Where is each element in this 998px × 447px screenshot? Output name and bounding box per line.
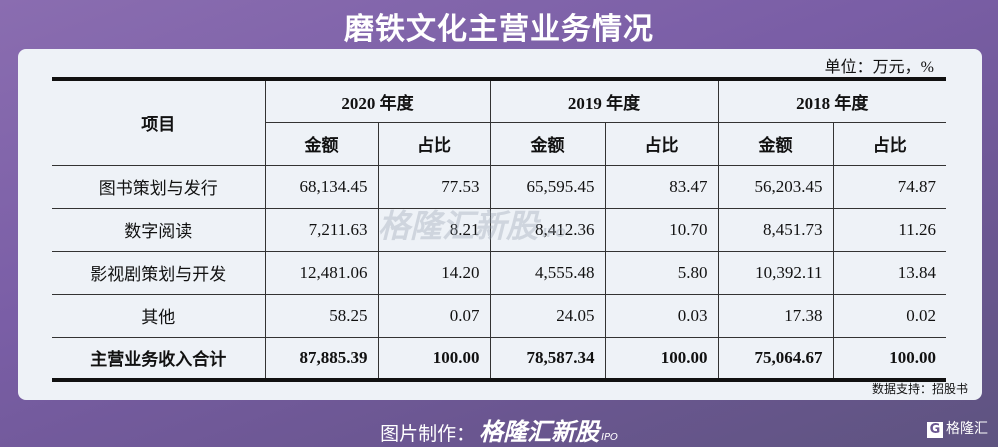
share-cell: 100.00 [604, 336, 719, 381]
share-cell: 13.84 [832, 250, 946, 295]
share-cell: 0.02 [832, 293, 946, 338]
share-cell: 83.47 [604, 164, 719, 209]
table-row: 图书策划与发行 68,134.45 77.53 65,595.45 83.47 56,20… [52, 164, 946, 209]
share-cell: 14.20 [377, 250, 491, 295]
row-label: 主营业务收入合计 [52, 336, 266, 381]
year-header: 2020 年度 [264, 78, 491, 123]
share-header: 占比 [832, 121, 946, 166]
footer-label: 图片制作： [380, 423, 476, 445]
amount-cell: 78,587.34 [489, 336, 606, 381]
year-header: 2018 年度 [717, 78, 946, 123]
amount-cell: 17.38 [717, 293, 834, 338]
amount-cell: 12,481.06 [264, 250, 379, 295]
share-cell: 100.00 [377, 336, 491, 381]
share-cell: 8.21 [377, 207, 491, 252]
table-card: 单位：万元，% 项目 2020 年度 2019 年度 2018 年度 金额 占比… [18, 49, 982, 400]
revenue-table: 项目 2020 年度 2019 年度 2018 年度 金额 占比 金额 占比 金… [52, 77, 946, 382]
row-label: 图书策划与发行 [52, 164, 266, 209]
logo-icon: G [927, 422, 943, 438]
table-row: 数字阅读 7,211.63 8.21 8,412.36 10.70 8,451.73 11.… [52, 207, 946, 252]
page-title: 磨铁文化主营业务情况 [344, 12, 654, 47]
year-header: 2019 年度 [489, 78, 719, 123]
table-row: 主营业务收入合计 87,885.39 100.00 78,587.34 100.00 75… [52, 336, 946, 381]
share-cell: 77.53 [377, 164, 491, 209]
unit-label: 单位：万元，% [824, 59, 934, 76]
header-row-years: 项目 2020 年度 2019 年度 2018 年度 [52, 78, 946, 166]
amount-cell: 7,211.63 [264, 207, 379, 252]
table-row: 影视剧策划与开发 12,481.06 14.20 4,555.48 5.80 10,392… [52, 250, 946, 295]
amount-cell: 68,134.45 [264, 164, 379, 209]
item-header: 项目 [52, 78, 266, 166]
share-cell: 74.87 [832, 164, 946, 209]
share-cell: 0.07 [377, 293, 491, 338]
amount-cell: 65,595.45 [489, 164, 606, 209]
row-label: 影视剧策划与开发 [52, 250, 266, 295]
amount-cell: 8,451.73 [717, 207, 834, 252]
source-note: 数据支持：招股书 [871, 382, 968, 396]
row-label: 数字阅读 [52, 207, 266, 252]
share-header: 占比 [377, 121, 491, 166]
table-row: 其他 58.25 0.07 24.05 0.03 17.38 0.02 [52, 293, 946, 338]
amount-cell: 58.25 [264, 293, 379, 338]
amount-cell: 4,555.48 [489, 250, 606, 295]
amount-cell: 87,885.39 [264, 336, 379, 381]
amount-cell: 56,203.45 [717, 164, 834, 209]
logo-text: 格隆汇 [946, 421, 988, 437]
footer-brand-suffix: IPO [601, 432, 618, 443]
amount-header: 金额 [489, 121, 606, 166]
share-cell: 11.26 [832, 207, 946, 252]
share-header: 占比 [604, 121, 719, 166]
amount-header: 金额 [265, 121, 379, 166]
amount-header: 金额 [717, 121, 834, 166]
amount-cell: 10,392.11 [717, 250, 834, 295]
logo: G 格隆汇 [927, 418, 988, 438]
footer: 图片制作： 格隆汇新股 IPO [0, 412, 998, 447]
amount-cell: 8,412.36 [489, 207, 606, 252]
footer-brand: 格隆汇新股 [479, 418, 600, 446]
row-label: 其他 [52, 293, 266, 338]
share-cell: 10.70 [604, 207, 719, 252]
share-cell: 100.00 [832, 336, 946, 381]
amount-cell: 24.05 [489, 293, 606, 338]
share-cell: 5.80 [604, 250, 719, 295]
share-cell: 0.03 [604, 293, 719, 338]
amount-cell: 75,064.67 [717, 336, 834, 381]
